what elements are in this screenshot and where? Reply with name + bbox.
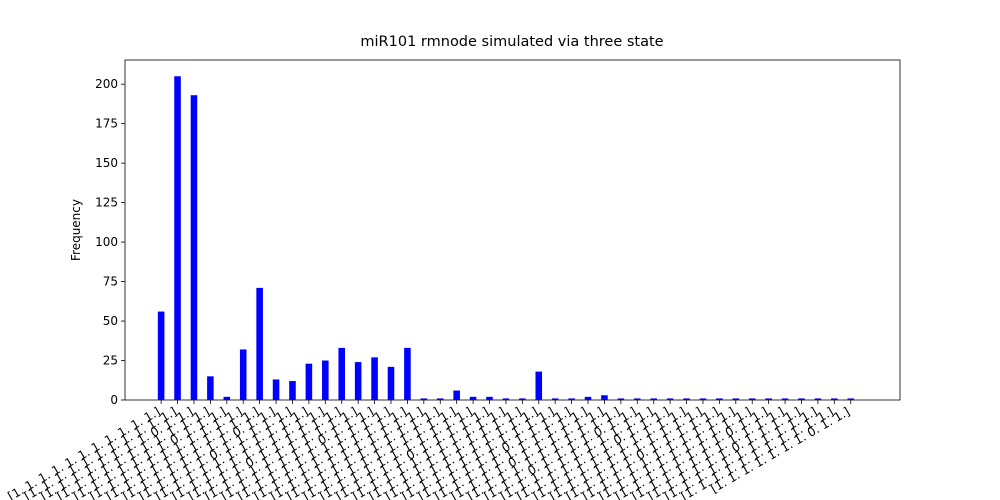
bar [732,398,740,400]
bar [617,398,625,400]
bar [256,287,263,400]
y-tick-label: 125 [95,196,118,210]
bar [207,376,214,400]
bar [699,398,707,400]
bar [502,398,510,400]
bar [650,398,657,400]
bar [289,381,296,400]
y-tick-label: 75 [103,275,118,289]
bar [190,95,198,401]
bar [814,398,822,400]
bar [305,363,313,400]
chart-title: miR101 rmnode simulated via three state [360,34,663,50]
bar [420,398,428,400]
bar [387,366,395,400]
bar [535,371,543,400]
bar [453,390,460,400]
bar [634,398,641,400]
bar [765,398,772,400]
bar [338,347,346,400]
bar [436,398,444,400]
bar [798,398,805,400]
bar [354,362,362,400]
bar [322,360,329,400]
bar [847,398,855,400]
bar [157,311,165,400]
y-tick-label: 0 [110,393,118,407]
bar [272,379,280,400]
bar [519,398,526,400]
bar [781,398,789,400]
y-tick-label: 100 [95,235,118,249]
bar [683,398,690,400]
bar [469,396,477,400]
bar [239,349,247,400]
y-tick-label: 25 [103,354,118,368]
bar [601,395,608,400]
y-tick-label: 150 [95,156,118,170]
bar [748,398,756,400]
bar [584,396,592,400]
bar [404,347,411,400]
plot-frame [124,59,901,401]
bar [223,396,231,400]
y-tick-label: 50 [103,314,118,328]
bar [486,396,493,400]
y-tick-label: 175 [95,117,118,131]
bar [551,398,559,400]
y-tick-label: 200 [95,77,118,91]
bar [666,398,674,400]
bar [716,398,723,400]
y-axis-label: Frequency [69,199,83,261]
bar [371,357,378,400]
bar [831,398,838,400]
bar [568,398,575,400]
bar [174,76,181,400]
